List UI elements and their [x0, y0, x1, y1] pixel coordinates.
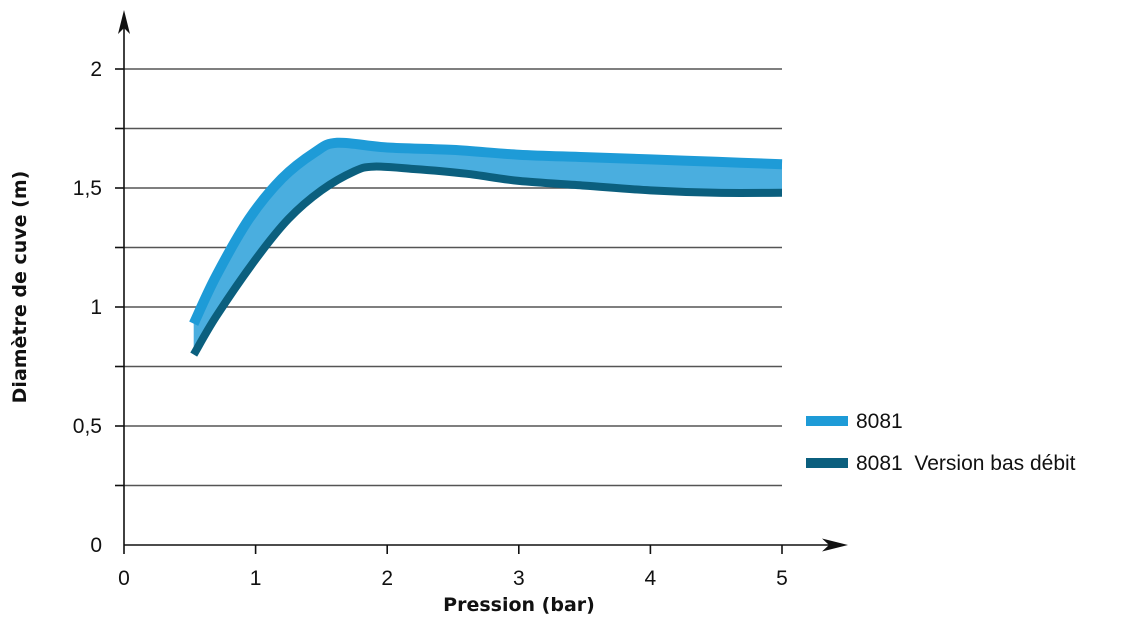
y-tick-label: 1,5 — [73, 177, 102, 200]
legend-swatch — [806, 458, 848, 468]
y-tick-label: 2 — [90, 58, 102, 81]
y-axis-arrow — [118, 10, 130, 34]
series-line-8081-bas-debit — [190, 162, 783, 357]
x-tick-label: 4 — [645, 567, 657, 590]
y-tick-label: 0,5 — [73, 415, 102, 438]
x-tick-label: 2 — [381, 567, 393, 590]
legend-label: 8081 Version bas débit — [856, 452, 1076, 475]
series-lines — [189, 137, 783, 357]
x-axis-title: Pression (bar) — [443, 594, 595, 616]
legend: 8081 8081 Version bas débit — [806, 410, 1076, 475]
legend-swatch — [806, 416, 848, 426]
x-axis-arrow — [822, 538, 848, 552]
axes — [118, 10, 848, 552]
series-line-8081 — [189, 137, 783, 326]
x-tick-label: 0 — [118, 567, 130, 590]
y-axis-title: Diamètre de cuve (m) — [9, 171, 31, 404]
x-tick-label: 3 — [513, 567, 525, 590]
y-tick-label: 1 — [90, 296, 102, 319]
x-tick-label: 5 — [776, 567, 788, 590]
x-tick-label: 1 — [250, 567, 262, 590]
y-tick-label: 0 — [90, 534, 102, 557]
ticks: 0 0,5 1 1,5 2 0 1 2 3 4 5 — [73, 58, 788, 590]
legend-label: 8081 — [856, 410, 903, 433]
